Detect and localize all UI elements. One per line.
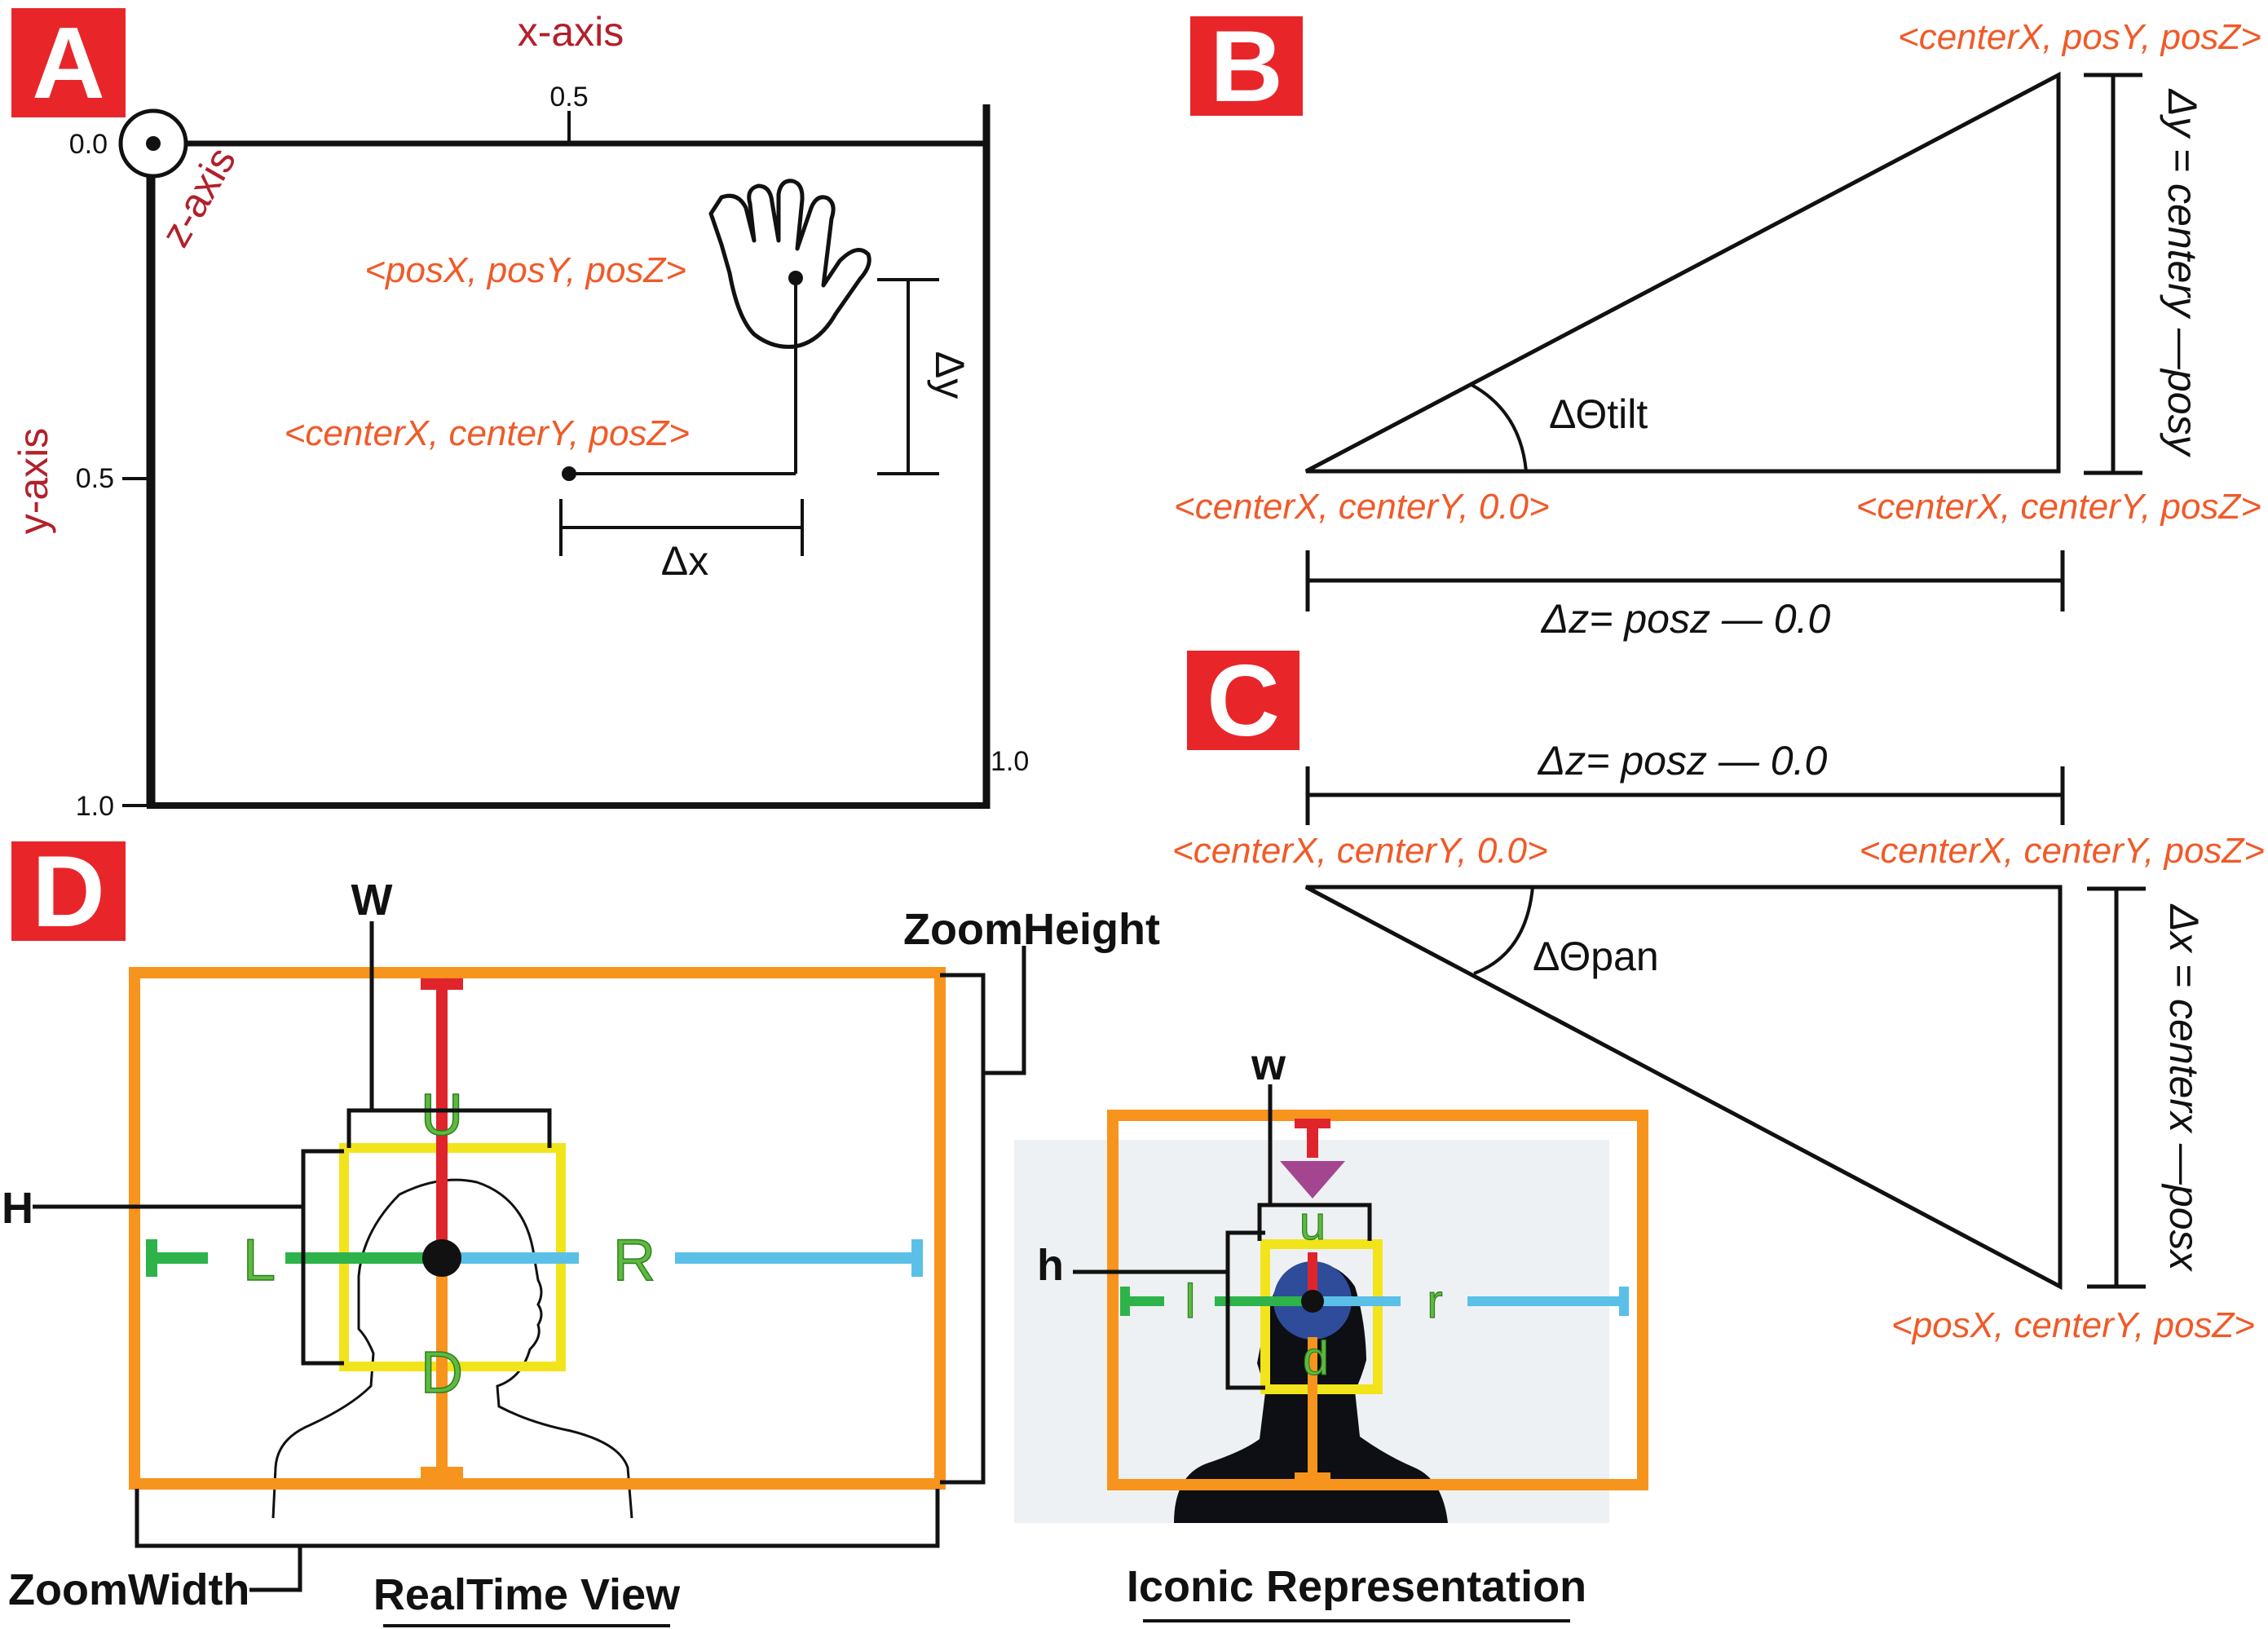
zoom-height-label: ZoomHeight — [903, 905, 1160, 954]
tilt-left-label: <centerX, centerY, 0.0> — [1174, 487, 1550, 527]
panel-c-tag — [1187, 651, 1299, 750]
iconic-right-label: r — [1427, 1275, 1442, 1328]
zoom-height-leader — [983, 946, 1026, 1075]
iconic-view: u d l r w h Iconic Representation — [1014, 1040, 1648, 1622]
panel-a-tag — [11, 8, 126, 117]
panel-c: C Δz= posz — 0.0 <centerX, centerY, 0.0>… — [1172, 645, 2265, 1345]
panel-d: D U D L R — [2, 836, 1648, 1627]
iconic-face-box — [1260, 1239, 1383, 1394]
pan-vertical-eq: Δx = centerx —posx — [2161, 904, 2207, 1273]
left-label: L — [243, 1228, 276, 1293]
tilt-angle-label: ΔΘtilt — [1549, 391, 1648, 437]
right-label: R — [613, 1228, 655, 1293]
panel-a: A x-axis y-axis z-axis 0.5 0.0 0.5 1.0 1… — [11, 7, 1029, 822]
panel-c-letter: C — [1207, 645, 1280, 757]
iconic-down-label: d — [1303, 1332, 1329, 1385]
width-label: W — [351, 876, 393, 925]
y-axis-title: y-axis — [11, 428, 56, 535]
delta-y-label: Δy — [927, 351, 973, 399]
pan-top-eq: Δz= posz — 0.0 — [1538, 738, 1828, 784]
realtime-view: U D L R W H ZoomHeight ZoomWidth RealTim… — [2, 876, 1160, 1627]
x-axis-title: x-axis — [518, 9, 624, 55]
iconic-zoom-box — [1107, 1110, 1648, 1490]
realtime-caption: RealTime View — [373, 1570, 681, 1619]
zoom-width-bracket — [135, 1489, 940, 1548]
y-mid-label: 0.5 — [76, 463, 114, 494]
pan-angle-arc — [1473, 886, 1534, 975]
up-label: U — [421, 1083, 463, 1148]
width-bracket — [346, 1108, 552, 1148]
z-axis-dot — [146, 136, 161, 151]
delta-x-label: Δx — [661, 538, 708, 584]
pan-bottom-right-label: <posX, centerY, posZ> — [1891, 1305, 2255, 1345]
height-bracket — [301, 1149, 344, 1366]
zoom-width-leader — [249, 1546, 302, 1592]
face-center-dot — [422, 1239, 461, 1277]
iconic-up-arrow-icon — [1280, 1161, 1345, 1199]
panel-b: B ΔΘtilt Δy = centery —posy Δz= posz — 0… — [1174, 11, 2261, 642]
origin-label: 0.0 — [69, 129, 108, 160]
tilt-top-right-label: <centerX, posY, posZ> — [1898, 17, 2261, 57]
center-point-label: <centerX, centerY, posZ> — [285, 413, 690, 453]
zoom-width-label: ZoomWidth — [8, 1565, 249, 1614]
head-outline-icon — [271, 1178, 633, 1519]
x-mid-label: 0.5 — [549, 82, 588, 113]
tilt-bottom-eq: Δz= posz — 0.0 — [1541, 596, 1831, 642]
tilt-angle-arc — [1471, 383, 1528, 472]
tilt-right-label: <centerX, centerY, posZ> — [1856, 487, 2261, 527]
height-label: H — [2, 1184, 33, 1233]
tilt-triangle — [1304, 71, 2061, 474]
panel-d-tag — [11, 841, 126, 941]
y-end-label: 1.0 — [76, 791, 114, 822]
x-end-label: 1.0 — [991, 746, 1029, 777]
tilt-vertical-eq: Δy = centery —posy — [2160, 89, 2205, 458]
pan-left-label: <centerX, centerY, 0.0> — [1172, 831, 1548, 871]
zoom-height-bracket — [940, 973, 986, 1485]
pan-triangle — [1304, 885, 2063, 1291]
iconic-caption: Iconic Representation — [1127, 1562, 1586, 1611]
zoom-box — [129, 967, 946, 1490]
iconic-width-label: w — [1251, 1040, 1286, 1089]
pan-right-label: <centerX, centerY, posZ> — [1860, 831, 2265, 871]
down-label: D — [421, 1340, 463, 1406]
iconic-height-bracket — [1225, 1230, 1265, 1390]
panel-a-letter: A — [32, 7, 105, 120]
pan-angle-label: ΔΘpan — [1533, 934, 1659, 979]
iconic-center-dot — [1301, 1290, 1324, 1313]
panel-d-letter: D — [32, 836, 105, 948]
iconic-width-bracket — [1257, 1203, 1372, 1241]
hand-point-label: <posX, posY, posZ> — [364, 250, 686, 290]
hand-icon — [708, 179, 871, 349]
iconic-height-label: h — [1037, 1241, 1064, 1290]
panel-b-tag — [1190, 16, 1303, 116]
iconic-left-label: l — [1185, 1275, 1196, 1328]
panel-b-letter: B — [1210, 11, 1283, 123]
